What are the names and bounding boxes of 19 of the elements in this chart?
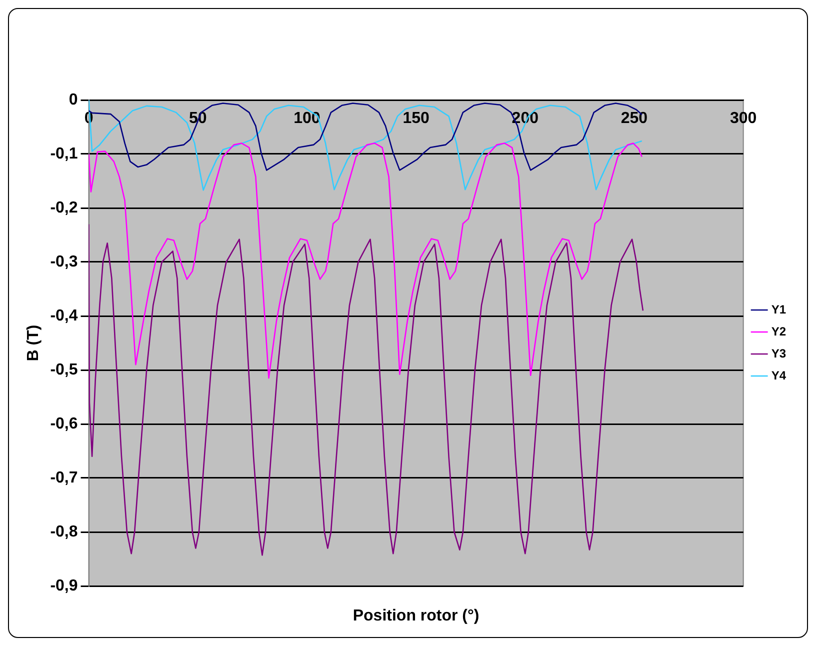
legend-label: Y1 <box>771 302 786 316</box>
y-tick-label: -0,1 <box>50 145 78 162</box>
y-axis-title: B (T) <box>25 324 42 362</box>
y-tick-label: 0 <box>68 91 78 108</box>
x-tick-label: 150 <box>402 110 430 128</box>
legend-label: Y3 <box>771 346 786 360</box>
y-tick-label: -0,7 <box>50 469 78 486</box>
legend-label: Y2 <box>771 324 786 338</box>
y-tick-label: -0,2 <box>50 199 78 216</box>
x-tick-label: 300 <box>730 110 757 128</box>
y-tick-label: -0,5 <box>50 361 78 378</box>
y-tick-label: -0,8 <box>50 523 78 540</box>
x-axis-title: Position rotor (°) <box>352 607 480 624</box>
legend-label: Y4 <box>771 368 786 382</box>
y-tick-label: -0,4 <box>50 307 78 324</box>
y-tick-label: -0,9 <box>50 577 78 594</box>
y-tick-label: -0,3 <box>50 253 78 270</box>
x-tick-label: 250 <box>620 110 648 128</box>
y-tick-label: -0,6 <box>50 415 78 432</box>
